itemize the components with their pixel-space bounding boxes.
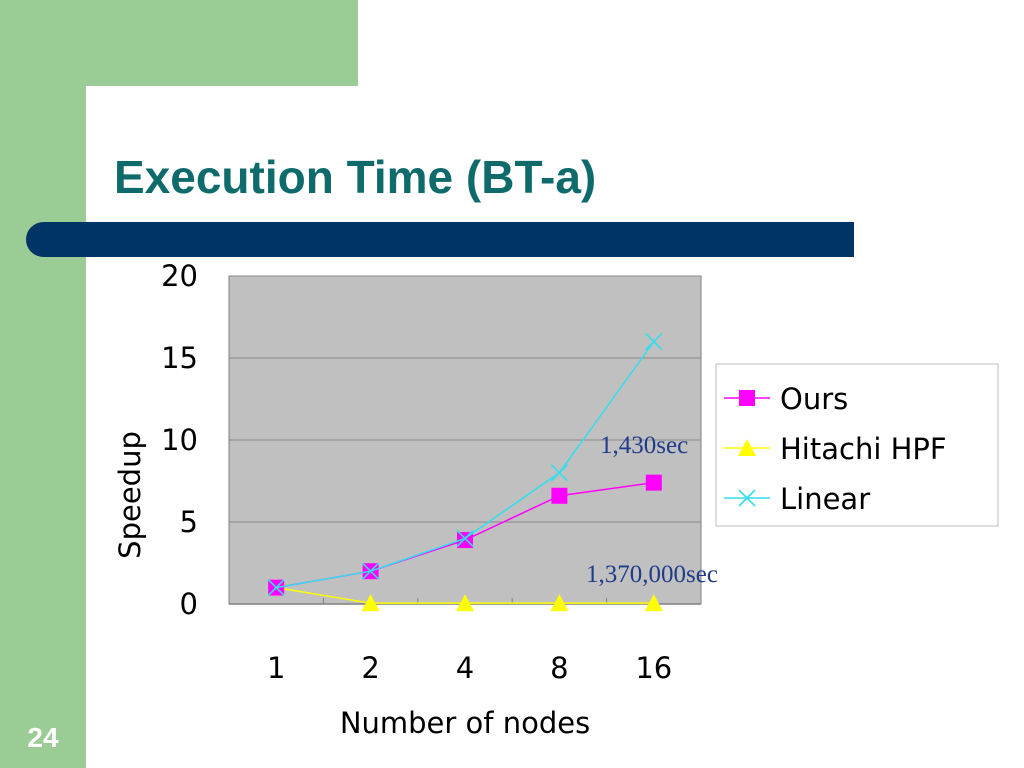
y-tick-label: 10 <box>161 423 198 457</box>
data-point-linear <box>550 464 568 482</box>
x-axis-label: Number of nodes <box>340 706 590 740</box>
data-point-linear <box>267 579 285 597</box>
x-tick-label: 2 <box>361 651 379 685</box>
legend-marker-ours <box>739 390 755 406</box>
legend-marker-linear <box>738 489 756 507</box>
annotation-label: 1,370,000sec <box>586 561 718 588</box>
title-underline-band <box>26 222 854 257</box>
y-tick-label: 15 <box>161 341 198 375</box>
data-point-hitachi-hpf <box>456 594 474 612</box>
slide-number: 24 <box>27 722 59 753</box>
green-top-bar <box>0 0 358 86</box>
green-sidebar <box>0 0 86 768</box>
y-tick-label: 20 <box>161 259 198 293</box>
page-title: Execution Time (BT-a) <box>114 151 597 203</box>
data-point-hitachi-hpf <box>361 594 380 612</box>
x-tick-label: 16 <box>635 651 672 685</box>
data-point-hitachi-hpf <box>550 594 569 612</box>
data-point-ours <box>645 474 662 491</box>
y-axis-label: Speedup <box>113 431 147 559</box>
legend-marker-hitachi-hpf <box>738 439 756 456</box>
legend-box <box>715 363 999 527</box>
x-tick-label: 1 <box>267 651 285 685</box>
annotation-label: 1,430sec <box>600 432 688 459</box>
legend-label-hitachi-hpf: Hitachi HPF <box>780 432 947 466</box>
x-tick-label: 4 <box>456 651 474 685</box>
data-point-linear <box>362 562 380 580</box>
data-point-hitachi-hpf <box>644 594 663 612</box>
y-tick-label: 5 <box>180 505 198 539</box>
data-point-ours <box>551 487 568 504</box>
data-point-linear <box>456 529 474 547</box>
x-tick-label: 8 <box>550 651 568 685</box>
legend-label-linear: Linear <box>780 482 870 516</box>
legend-label-ours: Ours <box>780 382 848 416</box>
y-tick-label: 0 <box>180 587 198 621</box>
data-point-linear <box>645 333 663 351</box>
